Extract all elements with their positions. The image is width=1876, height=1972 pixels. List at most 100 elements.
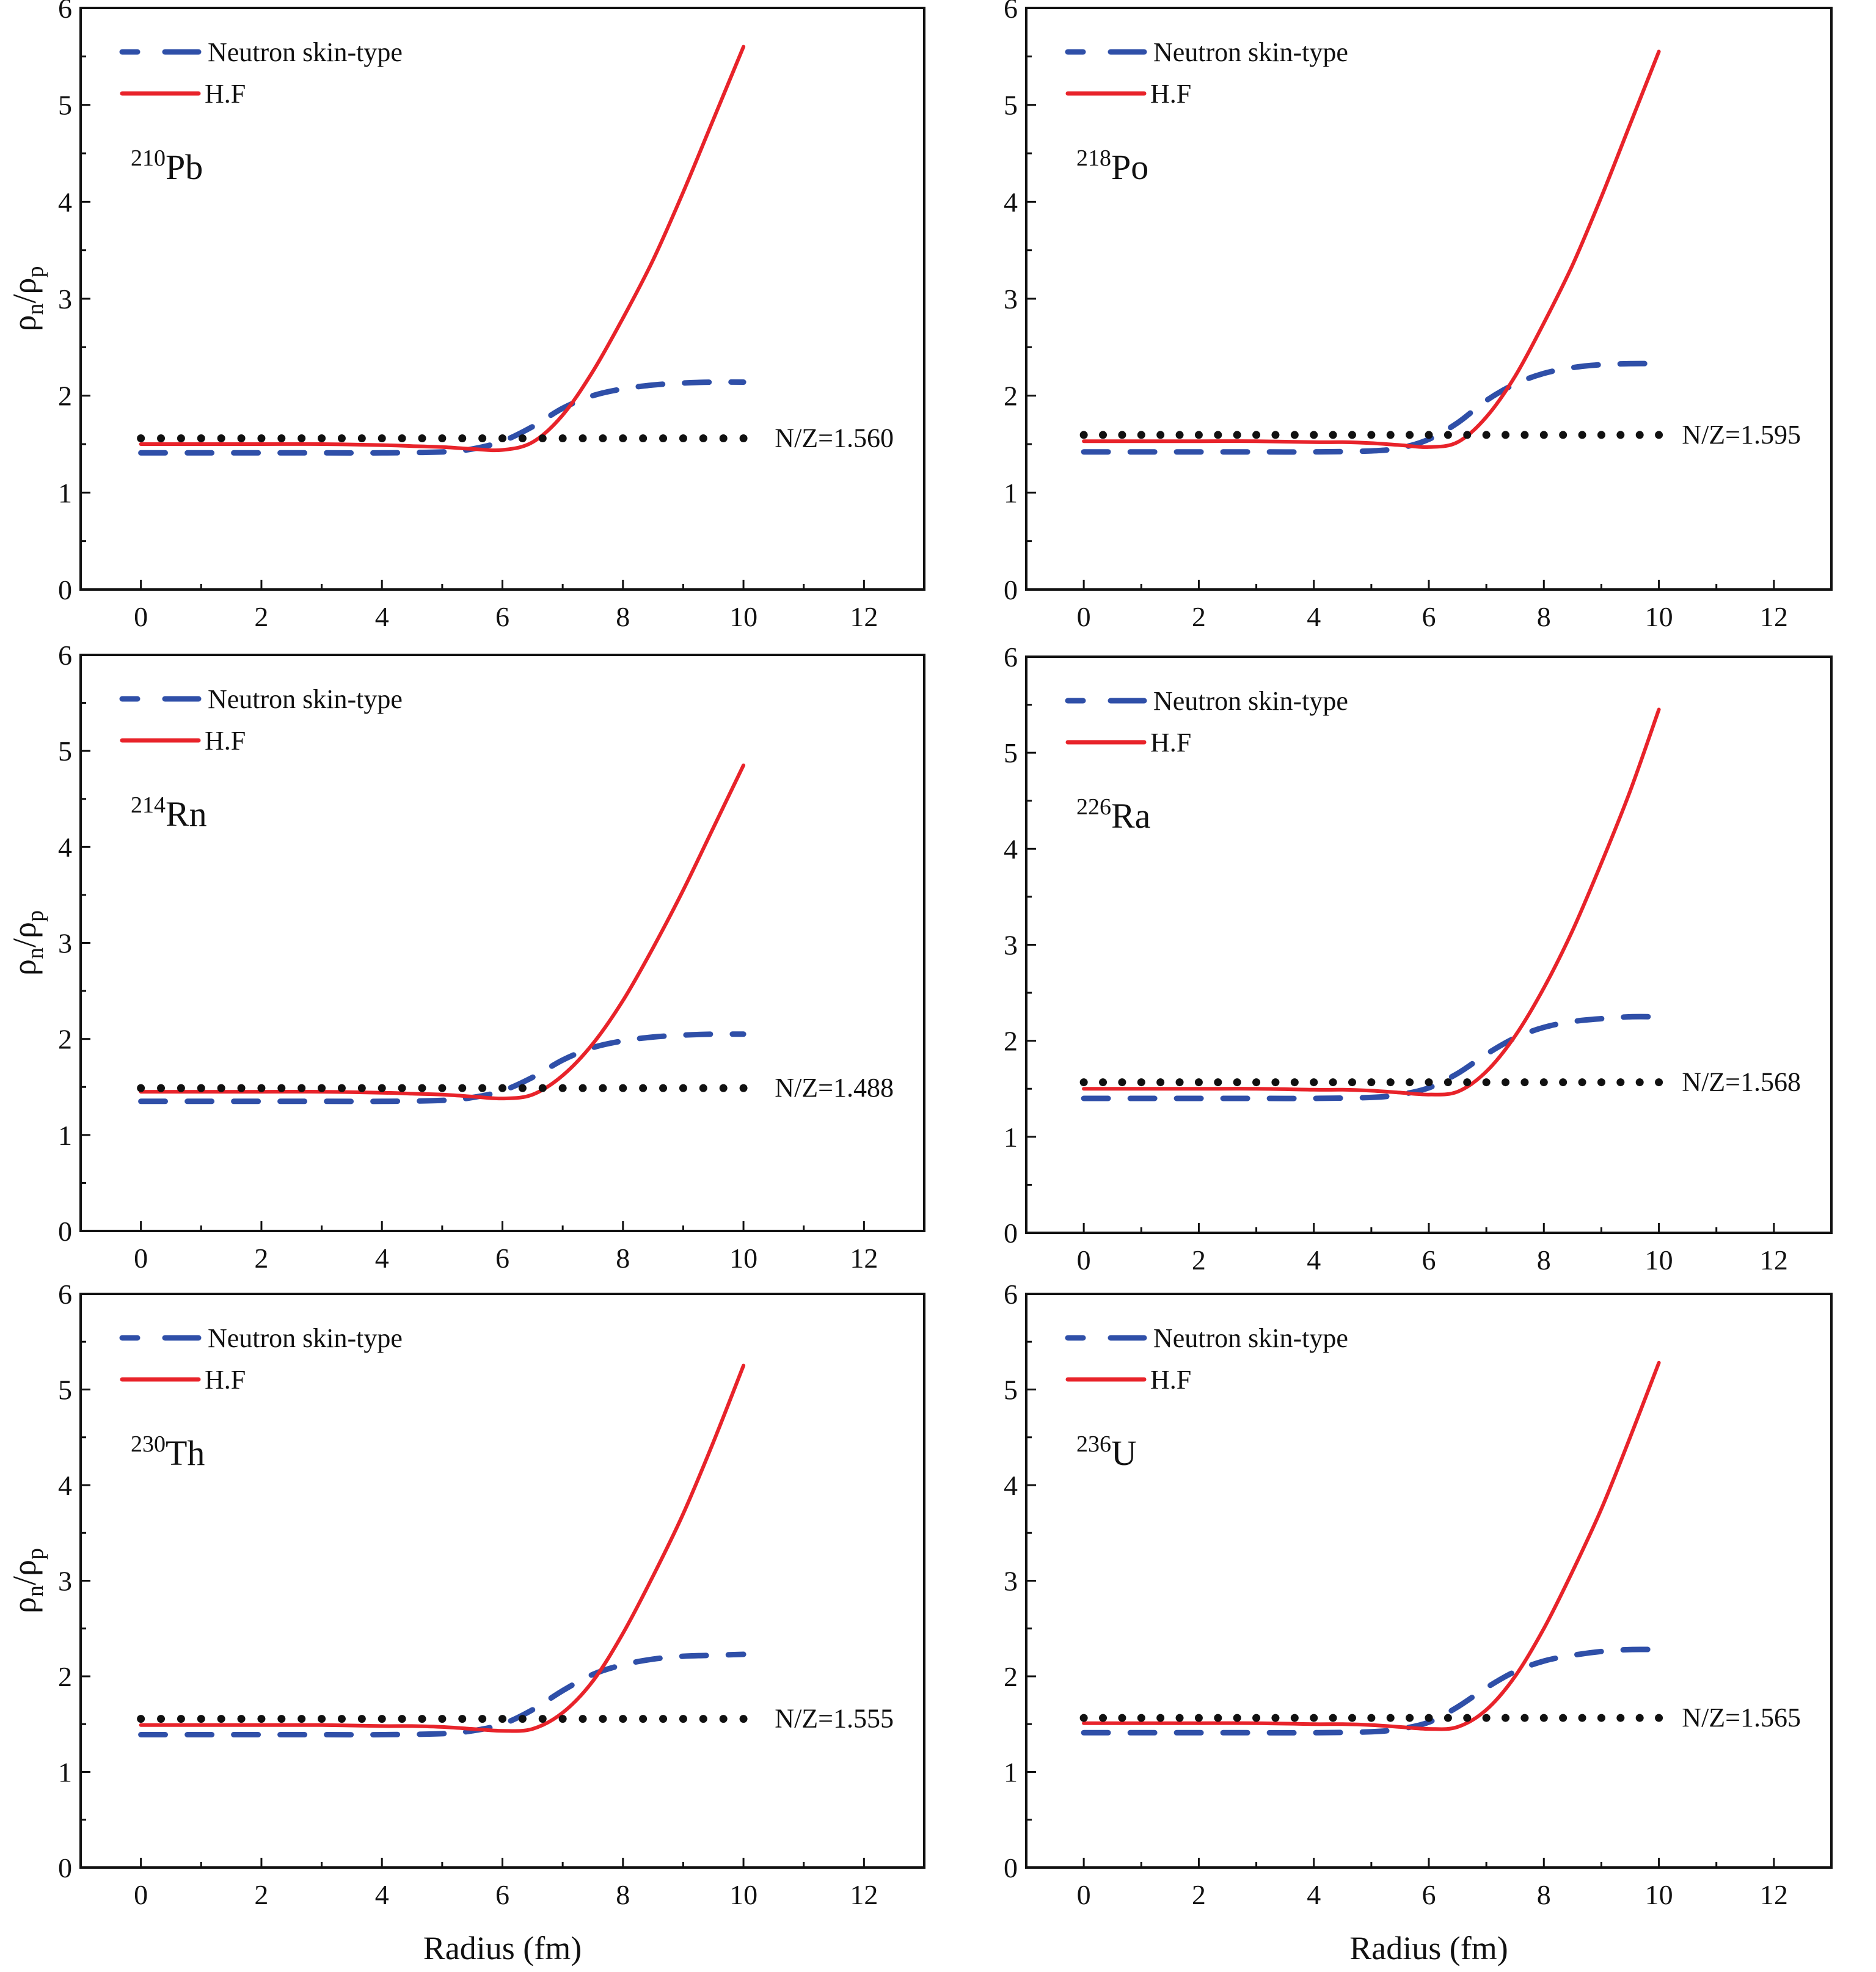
y-tick-label: 5 <box>58 1375 72 1406</box>
x-tick-label: 6 <box>495 1243 509 1274</box>
nz-dot <box>438 1715 447 1723</box>
y-tick-label: 6 <box>1004 0 1018 24</box>
nz-dot <box>498 434 506 442</box>
y-tick-label: 4 <box>58 186 72 217</box>
nz-dot <box>137 434 145 442</box>
nz-dot <box>337 1084 346 1092</box>
element-symbol: Pb <box>166 147 203 187</box>
nz-dot <box>217 434 225 442</box>
nz-dot <box>1559 431 1568 439</box>
nz-dot <box>1616 1714 1625 1722</box>
x-tick-label: 12 <box>850 1879 878 1910</box>
series-hf <box>139 1364 746 1733</box>
x-tick-label: 0 <box>134 1879 148 1910</box>
nz-dot <box>1194 1078 1203 1087</box>
nz-dot <box>1463 1714 1472 1722</box>
nz-dot <box>1079 1078 1088 1087</box>
x-tick-label: 10 <box>729 601 757 632</box>
nz-dot <box>1482 431 1491 439</box>
nz-dot <box>197 1084 205 1092</box>
nz-dot <box>739 1084 748 1092</box>
nz-dot <box>1271 1714 1280 1722</box>
legend-label-skin: Neutron skin-type <box>208 1323 403 1353</box>
nz-dot <box>1329 1714 1337 1722</box>
nz-dot <box>1079 1714 1088 1722</box>
nz-dot <box>1597 1714 1605 1722</box>
nz-dot <box>418 434 426 442</box>
nz-dot <box>498 1715 506 1723</box>
nz-dot <box>1329 431 1337 439</box>
y-tick-label: 1 <box>1004 477 1018 508</box>
legend-label-skin: Neutron skin-type <box>1153 1323 1348 1353</box>
legend-label-hf: H.F <box>205 726 246 756</box>
nz-dot <box>478 434 487 442</box>
x-tick-label: 10 <box>1645 601 1673 632</box>
nz-dot <box>1175 1078 1184 1087</box>
nz-dot <box>1271 431 1280 439</box>
y-tick-label: 5 <box>1004 90 1018 121</box>
nz-dot <box>297 1084 306 1092</box>
nz-dot <box>699 434 707 442</box>
nz-dot <box>1233 431 1241 439</box>
nz-dot <box>1214 1714 1222 1722</box>
x-tick-label: 10 <box>1645 1879 1673 1910</box>
element-symbol: Rn <box>166 794 207 834</box>
nz-dot <box>1233 1078 1241 1087</box>
nz-dot <box>578 1084 587 1092</box>
nz-dot <box>619 1715 627 1723</box>
y-tick-label: 1 <box>58 1120 72 1151</box>
x-tick-label: 8 <box>616 601 630 632</box>
x-tick-label: 12 <box>1760 601 1788 632</box>
y-tick-label: 2 <box>1004 1026 1018 1057</box>
nz-dot <box>398 1084 406 1092</box>
ylabel-part: ρ <box>6 959 43 976</box>
nz-dot <box>318 434 326 442</box>
nz-dot <box>1463 1078 1472 1087</box>
x-tick-label: 6 <box>495 601 509 632</box>
nz-dot <box>257 1715 266 1723</box>
y-tick-label: 5 <box>1004 737 1018 769</box>
ylabel-subscript: p <box>23 266 48 278</box>
nz-dot <box>1214 431 1222 439</box>
nz-dot <box>1578 1078 1586 1087</box>
x-tick-label: 0 <box>1077 601 1091 632</box>
nz-dot <box>1233 1714 1241 1722</box>
nz-dot <box>1425 1714 1433 1722</box>
nz-dot <box>659 1715 668 1723</box>
series-neutron-skin-type <box>1081 360 1662 455</box>
nz-reference-line <box>1079 431 1663 439</box>
ylabel-subscript: p <box>23 1548 48 1560</box>
nz-dot <box>157 1084 166 1092</box>
nucleus-label: 214Rn <box>131 792 207 834</box>
nucleus-label: 236U <box>1076 1431 1137 1473</box>
element-symbol: Th <box>166 1433 205 1473</box>
nz-dot <box>1520 1714 1529 1722</box>
nz-dot <box>719 1084 728 1092</box>
nz-reference-line <box>137 1084 748 1092</box>
nz-dot <box>518 1715 527 1723</box>
nz-dot <box>217 1715 225 1723</box>
nz-dot <box>1635 1714 1644 1722</box>
y-tick-label: 5 <box>58 90 72 121</box>
nz-annotation: N/Z=1.560 <box>775 423 894 453</box>
nz-dot <box>1655 1714 1663 1722</box>
nz-dot <box>1156 1714 1165 1722</box>
x-tick-label: 8 <box>1537 601 1551 632</box>
nz-dot <box>458 434 467 442</box>
series-hf <box>139 45 746 453</box>
nz-dot <box>1635 431 1644 439</box>
ylabel-part: ρ <box>6 1597 43 1613</box>
nz-dot <box>357 434 366 442</box>
nz-dot <box>297 1715 306 1723</box>
x-tick-label: 0 <box>134 1243 148 1274</box>
x-tick-label: 4 <box>375 1879 389 1910</box>
x-tick-label: 0 <box>134 601 148 632</box>
x-tick-label: 0 <box>1077 1879 1091 1910</box>
legend-label-hf: H.F <box>205 79 246 109</box>
x-tick-label: 12 <box>850 1243 878 1274</box>
x-tick-label: 2 <box>1192 1879 1206 1910</box>
nz-dot <box>1406 431 1414 439</box>
nz-dot <box>157 1715 166 1723</box>
nz-dot <box>257 434 266 442</box>
nz-dot <box>1252 431 1261 439</box>
